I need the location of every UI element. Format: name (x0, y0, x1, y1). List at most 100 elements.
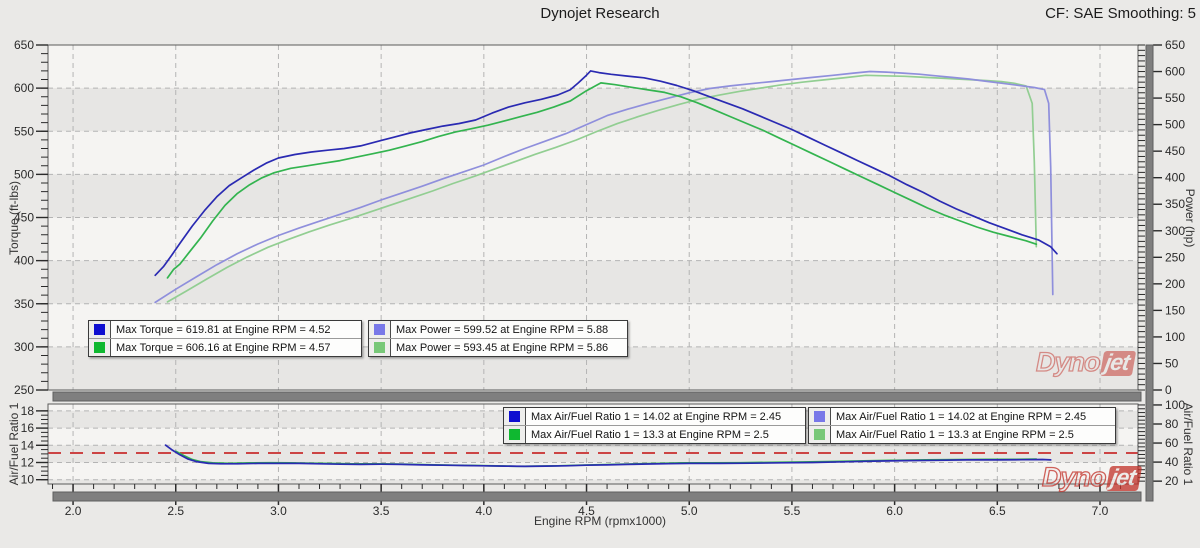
plot-band (48, 217, 1138, 261)
chart-scrollbars (52, 44, 1154, 502)
page-title: Dynojet Research (540, 5, 660, 22)
torque-run-1-curve (154, 70, 1058, 277)
right-axis-tick-label: 100 (1165, 330, 1185, 344)
left-axis-tick-label: 550 (14, 124, 34, 138)
x-axis-tick-label: 3.0 (270, 504, 287, 518)
right-axis-tick-label: 350 (1165, 197, 1185, 211)
left-axis-tick-label: 650 (14, 38, 34, 52)
power-legend-box[interactable]: Max Power = 599.52 at Engine RPM = 5.88 … (368, 320, 628, 357)
torque-run-1-swatch (94, 324, 105, 335)
right-axis-tick-label: 250 (1165, 250, 1185, 264)
torque-axis-title: Torque (ft-lbs) (7, 180, 21, 256)
left-axis-tick-label: 12 (21, 455, 35, 469)
horizontal-scrollbar[interactable] (52, 491, 1142, 502)
left-axis-tick-label: 600 (14, 81, 34, 95)
x-axis-tick-label: 4.0 (475, 504, 492, 518)
right-axis-tick-label: 80 (1165, 417, 1179, 431)
legend-row: Max Air/Fuel Ratio 1 = 13.3 at Engine RP… (809, 425, 1115, 443)
x-axis-tick-label: 4.5 (578, 504, 595, 518)
right-axis-tick-label: 40 (1165, 455, 1179, 469)
right-axis-tick-label: 550 (1165, 91, 1185, 105)
legend-label: Max Air/Fuel Ratio 1 = 14.02 at Engine R… (836, 410, 1087, 423)
afr-legend-box-1[interactable]: Max Air/Fuel Ratio 1 = 14.02 at Engine R… (503, 407, 806, 444)
afr-run-1-swatch (509, 411, 520, 422)
torque-legend-box[interactable]: Max Torque = 619.81 at Engine RPM = 4.52… (88, 320, 362, 357)
torque-run-2-swatch (94, 342, 105, 353)
x-axis-tick-label: 2.5 (167, 504, 184, 518)
legend-label: Max Torque = 606.16 at Engine RPM = 4.57 (116, 341, 331, 354)
correction-factor-label: CF: SAE Smoothing: 5 (1045, 5, 1196, 22)
left-axis-tick-label: 300 (14, 340, 34, 354)
right-axis-tick-label: 20 (1165, 474, 1179, 488)
x-axis-ruler: 2.0 2.5 3.0 3.5 4.0 4.5 5.0 5.5 6.0 6.5 7.0 (52, 484, 1122, 518)
afr-run-2-smoothed-swatch (814, 429, 825, 440)
plot-band (48, 260, 1138, 304)
plot-border (47, 403, 1139, 485)
afr-run-2-swatch (509, 429, 520, 440)
horizontal-scrollbar[interactable] (52, 391, 1142, 402)
power-run-1-swatch (374, 324, 385, 335)
legend-row: Max Power = 599.52 at Engine RPM = 5.88 (369, 321, 627, 338)
x-axis-tick-label: 6.5 (989, 504, 1006, 518)
torque-run-2-curve (166, 82, 1038, 279)
power-run-1-curve (154, 70, 1054, 304)
x-axis-tick-label: 5.0 (681, 504, 698, 518)
left-axis-tick-label: 500 (14, 167, 34, 181)
legend-row: Max Air/Fuel Ratio 1 = 14.02 at Engine R… (504, 408, 805, 425)
right-axis-tick-label: 650 (1165, 38, 1185, 52)
legend-row: Max Torque = 619.81 at Engine RPM = 4.52 (89, 321, 361, 338)
afr-run-1-smoothed-swatch (814, 411, 825, 422)
x-axis-tick-label: 6.0 (886, 504, 903, 518)
right-axis-tick-label: 100 (1165, 398, 1185, 412)
right-axis-tick-label: 400 (1165, 171, 1185, 185)
right-axis-tick-label: 50 (1165, 356, 1179, 370)
legend-label: Max Air/Fuel Ratio 1 = 13.3 at Engine RP… (531, 428, 769, 441)
legend-label: Max Power = 593.45 at Engine RPM = 5.86 (396, 341, 609, 354)
legend-row: Max Air/Fuel Ratio 1 = 13.3 at Engine RP… (504, 425, 805, 443)
right-axis-tick-label: 600 (1165, 65, 1185, 79)
afr-right-axis-title: Air/Fuel Ratio 1 (1181, 402, 1195, 486)
right-axis-tick-label: 200 (1165, 277, 1185, 291)
afr-left-axis-title: Air/Fuel Ratio 1 (7, 402, 21, 486)
plot-band (48, 131, 1138, 175)
right-axis-tick-label: 60 (1165, 436, 1179, 450)
rpm-axis-title: Engine RPM (rpmx1000) (533, 514, 667, 528)
plot-band (48, 45, 1138, 89)
right-axis-tick-label: 500 (1165, 118, 1185, 132)
left-axis-tick-label: 350 (14, 297, 34, 311)
left-axis-tick-label: 250 (14, 383, 34, 397)
left-axis-tick-label: 14 (21, 438, 35, 452)
legend-row: Max Power = 593.45 at Engine RPM = 5.86 (369, 338, 627, 356)
plot-band (48, 174, 1138, 218)
legend-row: Max Air/Fuel Ratio 1 = 14.02 at Engine R… (809, 408, 1115, 425)
legend-label: Max Power = 599.52 at Engine RPM = 5.88 (396, 323, 609, 336)
right-axis-tick-label: 0 (1165, 383, 1172, 397)
legend-label: Max Air/Fuel Ratio 1 = 13.3 at Engine RP… (836, 428, 1074, 441)
left-axis-tick-label: 16 (21, 421, 35, 435)
left-axis-tick-label: 400 (14, 254, 34, 268)
plot-band (48, 88, 1138, 132)
power-run-2-swatch (374, 342, 385, 353)
right-axis-tick-label: 300 (1165, 224, 1185, 238)
power-run-2-curve (166, 74, 1038, 303)
left-axis-tick-label: 18 (21, 404, 35, 418)
afr-run-1-curve (164, 444, 1052, 468)
legend-label: Max Air/Fuel Ratio 1 = 14.02 at Engine R… (531, 410, 782, 423)
right-axis-tick-label: 150 (1165, 303, 1185, 317)
x-axis-tick-label: 5.5 (784, 504, 801, 518)
plot-band (48, 462, 1138, 480)
left-axis-tick-label: 450 (14, 211, 34, 225)
x-axis-tick-label: 3.5 (373, 504, 390, 518)
x-axis-tick-label: 7.0 (1092, 504, 1109, 518)
vertical-scrollbar[interactable] (1145, 44, 1154, 502)
x-axis-tick-label: 2.0 (65, 504, 82, 518)
legend-label: Max Torque = 619.81 at Engine RPM = 4.52 (116, 323, 331, 336)
left-axis-tick-label: 10 (21, 473, 35, 487)
plot-band (48, 479, 1138, 484)
afr-legend-box-2[interactable]: Max Air/Fuel Ratio 1 = 14.02 at Engine R… (808, 407, 1116, 444)
legend-row: Max Torque = 606.16 at Engine RPM = 4.57 (89, 338, 361, 356)
plot-band (48, 445, 1138, 463)
right-axis-tick-label: 450 (1165, 144, 1185, 158)
